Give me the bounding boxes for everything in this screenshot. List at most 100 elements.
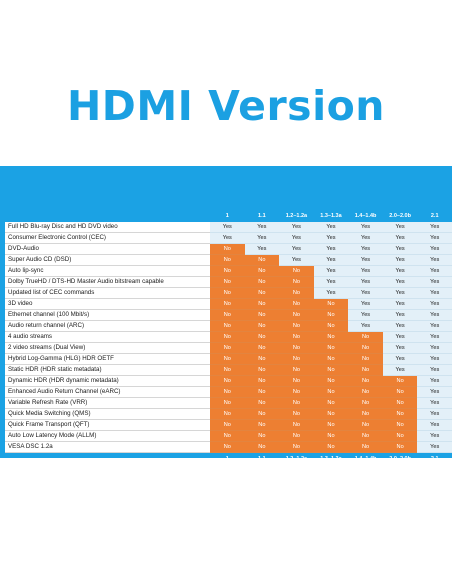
feature-name: DVD-Audio: [5, 243, 211, 256]
version-header: 2.1: [430, 213, 439, 219]
version-footer: 1.1: [258, 456, 266, 463]
feature-name: Dolby TrueHD / DTS-HD Master Audio bitst…: [5, 276, 211, 289]
support-cell: No: [313, 397, 349, 410]
support-cell: No: [210, 287, 245, 300]
support-cell: No: [244, 375, 280, 388]
version-footer: 2.0–2.0b: [389, 456, 411, 463]
support-cell: No: [382, 375, 418, 388]
support-cell: No: [313, 309, 349, 322]
support-cell: No: [210, 430, 245, 443]
table-row: 4 audio streams No No No No No Yes Yes: [5, 331, 452, 344]
support-cell: Yes: [279, 222, 314, 234]
support-cell: Yes: [313, 222, 349, 234]
support-cell: No: [244, 309, 280, 322]
support-cell: No: [382, 408, 418, 421]
support-cell: No: [210, 320, 245, 333]
support-cell: Yes: [417, 364, 452, 377]
support-cell: Yes: [417, 430, 452, 443]
version-header: 1.2–1.2a: [285, 213, 308, 219]
support-cell: No: [210, 254, 245, 267]
support-cell: Yes: [313, 254, 349, 267]
support-cell: No: [244, 430, 280, 443]
version-footer: 2.1: [430, 456, 439, 463]
support-cell: No: [382, 430, 418, 443]
support-cell: Yes: [348, 320, 383, 333]
support-cell: No: [313, 320, 349, 333]
support-cell: Yes: [417, 342, 452, 355]
support-cell: No: [348, 353, 383, 366]
support-cell: No: [210, 441, 245, 454]
support-cell: Yes: [348, 254, 383, 267]
feature-name: Super Audio CD (DSD): [5, 254, 211, 267]
support-cell: Yes: [417, 243, 452, 256]
version-footer: 1: [225, 456, 229, 463]
support-cell: No: [210, 408, 245, 421]
support-cell: Yes: [382, 232, 418, 245]
support-cell: Yes: [279, 254, 314, 267]
support-cell: Yes: [417, 309, 452, 322]
support-cell: Yes: [382, 265, 418, 278]
support-cell: No: [210, 353, 245, 366]
support-cell: No: [313, 419, 349, 432]
footer-row: 1 1.1 1.2–1.2a 1.3–1.3a 1.4–1.4b 2.0–2.0…: [5, 453, 452, 465]
support-cell: Yes: [210, 222, 245, 234]
support-cell: Yes: [382, 243, 418, 256]
support-cell: No: [279, 309, 314, 322]
support-cell: Yes: [382, 320, 418, 333]
support-cell: No: [348, 375, 383, 388]
table-body: Full HD Blu-ray Disc and HD DVD video Yes…: [5, 222, 452, 454]
support-cell: Yes: [417, 386, 452, 399]
support-cell: No: [279, 353, 314, 366]
feature-name: 2 video streams (Dual View): [5, 342, 211, 355]
support-cell: Yes: [417, 375, 452, 388]
support-cell: No: [313, 375, 349, 388]
support-cell: No: [348, 441, 383, 454]
support-cell: No: [244, 276, 280, 289]
support-cell: No: [382, 397, 418, 410]
support-cell: No: [210, 397, 245, 410]
support-cell: Yes: [417, 331, 452, 344]
table-row: Static HDR (HDR static metadata) No No No No…: [5, 364, 452, 377]
support-cell: No: [279, 320, 314, 333]
support-cell: No: [279, 430, 314, 443]
feature-name: Static HDR (HDR static metadata): [5, 364, 211, 377]
support-cell: No: [313, 298, 349, 311]
support-cell: Yes: [210, 232, 245, 245]
support-cell: Yes: [382, 364, 418, 377]
support-cell: Yes: [417, 408, 452, 421]
hdmi-feature-table: 1 1.1 1.2–1.2a 1.3–1.3a 1.4–1.4b 2.0–2.0…: [5, 210, 452, 465]
support-cell: Yes: [244, 222, 280, 234]
support-cell: No: [279, 386, 314, 399]
feature-name: Dynamic HDR (HDR dynamic metadata): [5, 375, 211, 388]
footer-feature-corner: [5, 453, 210, 465]
feature-name: Auto lip-sync: [5, 265, 211, 278]
support-cell: Yes: [279, 232, 314, 245]
support-cell: Yes: [417, 441, 452, 454]
support-cell: Yes: [348, 265, 383, 278]
feature-name: Updated list of CEC commands: [5, 287, 211, 300]
support-cell: Yes: [348, 298, 383, 311]
support-cell: No: [210, 386, 245, 399]
support-cell: No: [313, 364, 349, 377]
feature-name: VESA DSC 1.2a: [5, 441, 211, 454]
support-cell: No: [348, 386, 383, 399]
support-cell: No: [244, 287, 280, 300]
support-cell: No: [210, 265, 245, 278]
support-cell: Yes: [417, 419, 452, 432]
support-cell: No: [313, 342, 349, 355]
support-cell: No: [244, 408, 280, 421]
support-cell: No: [279, 331, 314, 344]
support-cell: No: [348, 342, 383, 355]
feature-name: Hybrid Log-Gamma (HLG) HDR OETF: [5, 353, 211, 366]
support-cell: No: [279, 364, 314, 377]
support-cell: No: [244, 254, 280, 267]
header-feature-corner: [5, 210, 210, 222]
support-cell: Yes: [417, 320, 452, 333]
table-row: Full HD Blu-ray Disc and HD DVD video Yes…: [5, 222, 452, 234]
header-row: 1 1.1 1.2–1.2a 1.3–1.3a 1.4–1.4b 2.0–2.0…: [5, 210, 452, 222]
support-cell: Yes: [382, 309, 418, 322]
support-cell: No: [244, 441, 280, 454]
feature-name: Audio return channel (ARC): [5, 320, 211, 333]
support-cell: No: [244, 364, 280, 377]
support-cell: No: [382, 419, 418, 432]
